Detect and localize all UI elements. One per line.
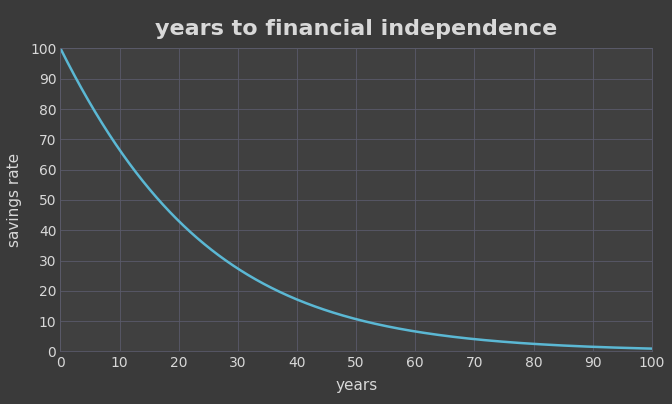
Y-axis label: savings rate: savings rate [7,153,22,247]
X-axis label: years: years [335,378,377,393]
Title: years to financial independence: years to financial independence [155,19,557,39]
